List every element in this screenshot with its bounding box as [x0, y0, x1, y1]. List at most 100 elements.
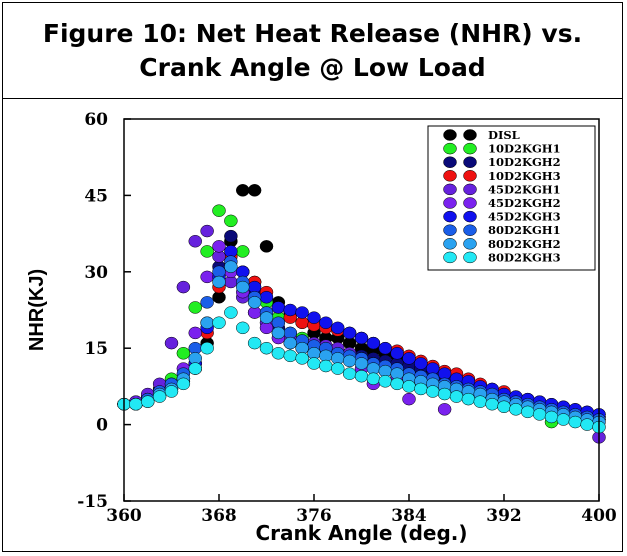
legend-marker: [463, 183, 477, 196]
legend-marker: [463, 238, 477, 250]
data-point: [129, 397, 143, 411]
data-point: [437, 387, 452, 401]
legend-marker: [443, 210, 457, 223]
data-point: [414, 357, 428, 370]
data-point: [354, 331, 369, 345]
data-point: [200, 270, 214, 284]
data-point: [307, 357, 321, 370]
data-point: [259, 240, 274, 253]
legend-marker: [443, 197, 457, 209]
data-point: [164, 336, 179, 350]
y-tick-label: 45: [84, 186, 108, 206]
data-point: [259, 311, 274, 324]
data-point: [437, 403, 452, 416]
data-point: [200, 224, 214, 238]
plot-area: [123, 118, 600, 502]
legend-item: 10D2KGH2: [443, 155, 561, 169]
data-point: [212, 275, 226, 289]
legend-marker: [463, 210, 477, 223]
data-point: [200, 341, 214, 355]
data-point: [271, 326, 286, 340]
legend-label: 10D2KGH1: [488, 142, 561, 156]
data-point: [212, 316, 226, 329]
data-point: [461, 392, 476, 406]
series-80d2kgh3: [117, 306, 606, 434]
legend-label: 80D2KGH1: [488, 223, 561, 237]
data-point: [247, 184, 262, 197]
data-point: [224, 214, 238, 228]
legend-item: DISL: [443, 128, 520, 142]
legend-marker: [443, 183, 457, 196]
data-point: [224, 229, 238, 243]
data-point: [283, 303, 297, 317]
data-point: [271, 301, 286, 314]
data-point: [485, 397, 499, 411]
legend-item: 45D2KGH3: [443, 210, 561, 224]
data-point: [342, 354, 357, 368]
data-point: [188, 301, 202, 314]
legend-label: 45D2KGH2: [488, 196, 561, 210]
data-point: [295, 352, 309, 365]
legend-item: 45D2KGH2: [443, 196, 561, 210]
x-tick-label: 376: [296, 506, 332, 526]
legend-label: 10D2KGH2: [488, 155, 561, 169]
data-point: [414, 382, 428, 396]
data-point: [568, 415, 582, 429]
data-point: [224, 306, 238, 319]
data-point: [259, 341, 274, 355]
data-point: [247, 296, 262, 309]
data-point: [532, 408, 547, 421]
data-point: [390, 347, 404, 360]
data-point: [200, 316, 214, 329]
legend: DISL10D2KGH110D2KGH210D2KGH345D2KGH145D2…: [427, 125, 596, 271]
legend-label: 80D2KGH2: [488, 237, 561, 251]
x-tick-label: 384: [391, 506, 427, 526]
data-point: [236, 245, 250, 258]
data-point: [271, 347, 286, 360]
data-point: [402, 380, 416, 393]
legend-marker: [443, 129, 457, 141]
data-point: [141, 395, 155, 408]
data-point: [378, 375, 392, 388]
data-point: [319, 316, 333, 329]
y-tick-label: -15: [77, 492, 108, 512]
x-tick-label: 360: [106, 506, 142, 526]
data-point: [497, 400, 511, 414]
legend-marker: [443, 142, 457, 155]
legend-marker: [463, 142, 477, 155]
data-point: [544, 410, 559, 424]
y-axis-title: NHR(KJ): [26, 269, 48, 351]
data-point: [580, 418, 594, 431]
legend-label: 10D2KGH3: [488, 169, 561, 183]
data-point: [247, 336, 262, 350]
data-point: [354, 357, 369, 370]
legend-marker: [443, 170, 457, 182]
data-point: [176, 280, 191, 294]
data-point: [188, 234, 202, 248]
data-point: [164, 385, 179, 398]
legend-item: 10D2KGH3: [443, 169, 561, 183]
x-axis-title: Crank Angle (deg.): [255, 521, 467, 545]
legend-marker: [463, 224, 477, 236]
data-point: [307, 311, 321, 324]
data-point: [402, 352, 416, 365]
legend-label: 45D2KGH3: [488, 210, 561, 224]
data-point: [319, 359, 333, 373]
data-point: [188, 326, 202, 340]
y-tick-label: 15: [84, 339, 108, 359]
data-point: [426, 385, 440, 398]
data-point: [473, 395, 487, 408]
legend-item: 10D2KGH1: [443, 142, 561, 156]
x-tick-label: 368: [201, 506, 237, 526]
legend-item: 80D2KGH3: [443, 250, 561, 264]
data-point: [200, 245, 214, 258]
legend-marker: [463, 129, 477, 141]
y-tick-label: 60: [84, 110, 108, 130]
legend-marker: [463, 251, 477, 264]
data-point: [342, 326, 357, 340]
legend-item: 80D2KGH2: [443, 237, 561, 251]
data-point: [366, 372, 381, 386]
data-point: [331, 321, 345, 335]
legend-marker: [463, 170, 477, 182]
data-point: [212, 240, 226, 253]
